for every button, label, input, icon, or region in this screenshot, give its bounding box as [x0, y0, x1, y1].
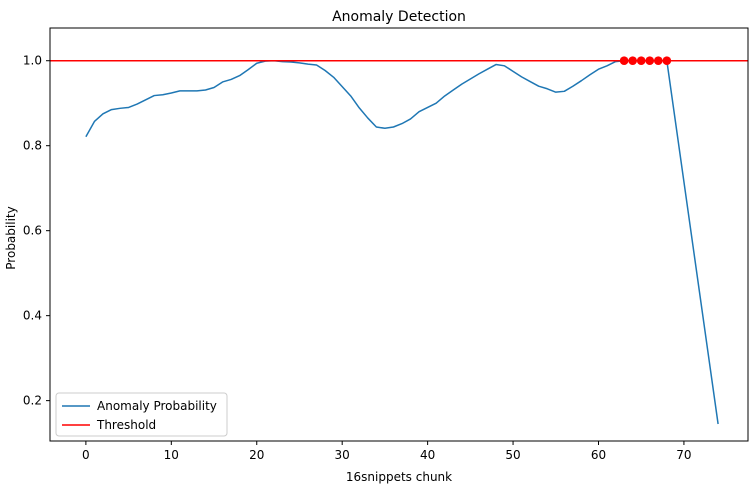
legend-box — [55, 392, 228, 437]
y-tick-label: 0.2 — [23, 394, 42, 408]
y-tick-label: 0.8 — [23, 139, 42, 153]
anomaly-point — [628, 56, 637, 66]
y-tick-label: 0.6 — [23, 224, 42, 238]
anomaly-point — [662, 56, 672, 66]
x-tick-label: 60 — [591, 448, 606, 462]
y-axis-ticks: 0.2 0.4 0.6 0.8 1.0 — [23, 54, 50, 408]
legend-label-threshold: Threshold — [96, 418, 156, 432]
x-tick-label: 30 — [335, 448, 350, 462]
x-axis-ticks: 0 10 20 30 40 50 60 70 — [82, 441, 692, 462]
anomaly-probability-line — [85, 59, 719, 425]
axes-frame — [49, 27, 749, 442]
plot-area — [50, 56, 748, 425]
x-tick-label: 10 — [164, 448, 179, 462]
legend: Anomaly Probability Threshold — [55, 392, 228, 437]
anomaly-point — [653, 56, 663, 66]
x-tick-label: 40 — [420, 448, 435, 462]
x-tick-label: 0 — [82, 448, 90, 462]
x-tick-label: 70 — [676, 448, 691, 462]
y-tick-label: 0.4 — [23, 309, 42, 323]
y-tick-label: 1.0 — [23, 54, 42, 68]
legend-label-anomaly-probability: Anomaly Probability — [97, 399, 217, 413]
x-tick-label: 50 — [505, 448, 520, 462]
anomaly-point — [645, 56, 655, 66]
anomaly-point — [636, 56, 646, 66]
x-axis-label: 16snippets chunk — [346, 470, 452, 484]
anomaly-point — [619, 56, 629, 66]
x-tick-label: 20 — [249, 448, 264, 462]
chart-title: Anomaly Detection — [332, 9, 466, 25]
y-axis-label: Probability — [4, 206, 18, 269]
